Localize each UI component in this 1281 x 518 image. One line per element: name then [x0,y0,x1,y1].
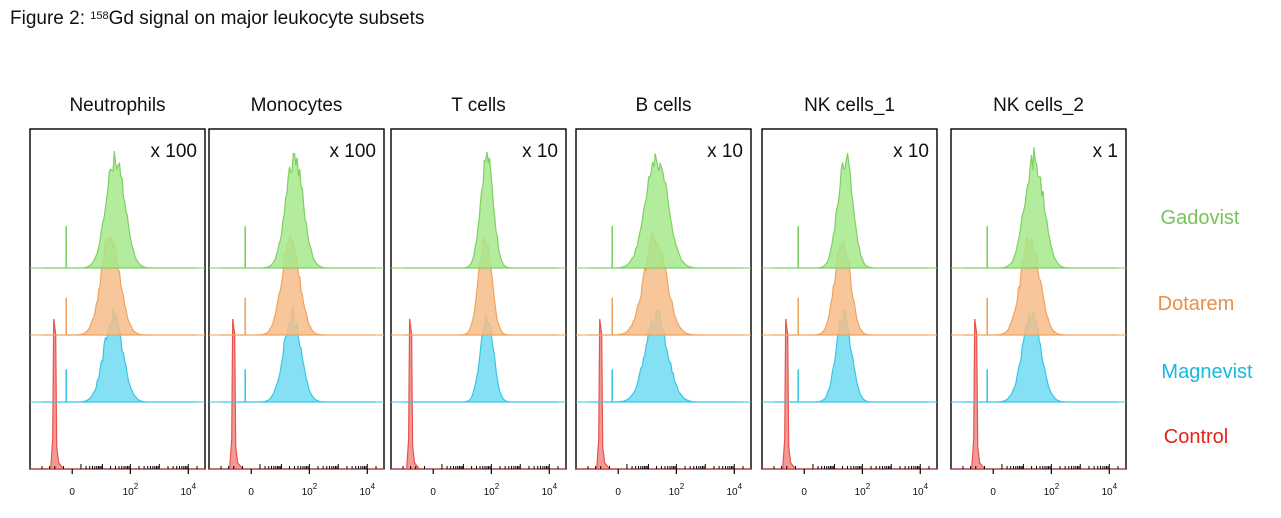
panel-scale-factor: x 10 [522,141,558,162]
figure-title-rest: Gd signal on major leukocyte subsets [108,8,425,29]
axis-tick-label: 104 [359,482,375,498]
axis-tick-label: 104 [541,482,557,498]
figure-title: Figure 2: 158Gd signal on major leukocyt… [10,8,424,30]
legend-gadovist: Gadovist [1161,207,1240,229]
panel-scale-factor: x 100 [151,141,197,162]
histogram-control [971,318,986,470]
panel-monocytes: Monocytes x 100 0 102 104 [208,95,385,498]
panel-scale-factor: x 100 [330,141,376,162]
histogram-gadovist [403,151,558,269]
panel-scale-factor: x 1 [1093,141,1118,162]
axis-tick-label: 0 [248,487,254,498]
axis-tick-label: 104 [180,482,196,498]
axis-tick-label: 104 [912,482,928,498]
histogram-gadovist [42,151,197,269]
panel-title: Neutrophils [69,95,165,116]
legend-dotarem: Dotarem [1158,293,1235,315]
panel-nk-cells-2: NK cells_2x 1 0 102 104 [950,95,1127,498]
panel-title: NK cells_1 [804,95,895,116]
axis-tick-label: 102 [123,482,139,498]
panel-scale-factor: x 10 [893,141,929,162]
histogram-gadovist [774,153,929,269]
axis-tick-label: 0 [69,487,75,498]
histogram-control [782,318,797,470]
axis-tick-label: 0 [615,487,621,498]
axis-tick-label: 102 [1044,482,1060,498]
figure-title-isotope-mass: 158 [90,10,109,22]
histogram-gadovist [963,147,1118,269]
histogram-control [50,318,65,470]
axis-tick-label: 104 [1101,482,1117,498]
axis-tick-label: 102 [302,482,318,498]
axis-tick-label: 0 [990,487,996,498]
histogram-gadovist [588,153,743,269]
figure-title-prefix: Figure 2: [10,8,91,29]
panel-title: NK cells_2 [993,95,1084,116]
panel-title: B cells [636,95,692,116]
histogram-control [229,318,244,470]
panel-title: T cells [451,95,506,116]
axis-tick-label: 102 [484,482,500,498]
histogram-control [405,318,421,470]
legend-magnevist: Magnevist [1161,361,1253,383]
legend-control: Control [1164,426,1228,448]
axis-tick-label: 102 [669,482,685,498]
panel-title: Monocytes [251,95,343,116]
axis-tick-label: 102 [855,482,871,498]
panel-neutrophils: Neutrophils x 100 0 102 104 [29,95,206,498]
axis-tick-label: 0 [801,487,807,498]
axis-tick-label: 104 [726,482,742,498]
panel-scale-factor: x 10 [707,141,743,162]
histogram-control [596,318,611,470]
histogram-gadovist [221,152,376,269]
axis-tick-label: 0 [430,487,436,498]
